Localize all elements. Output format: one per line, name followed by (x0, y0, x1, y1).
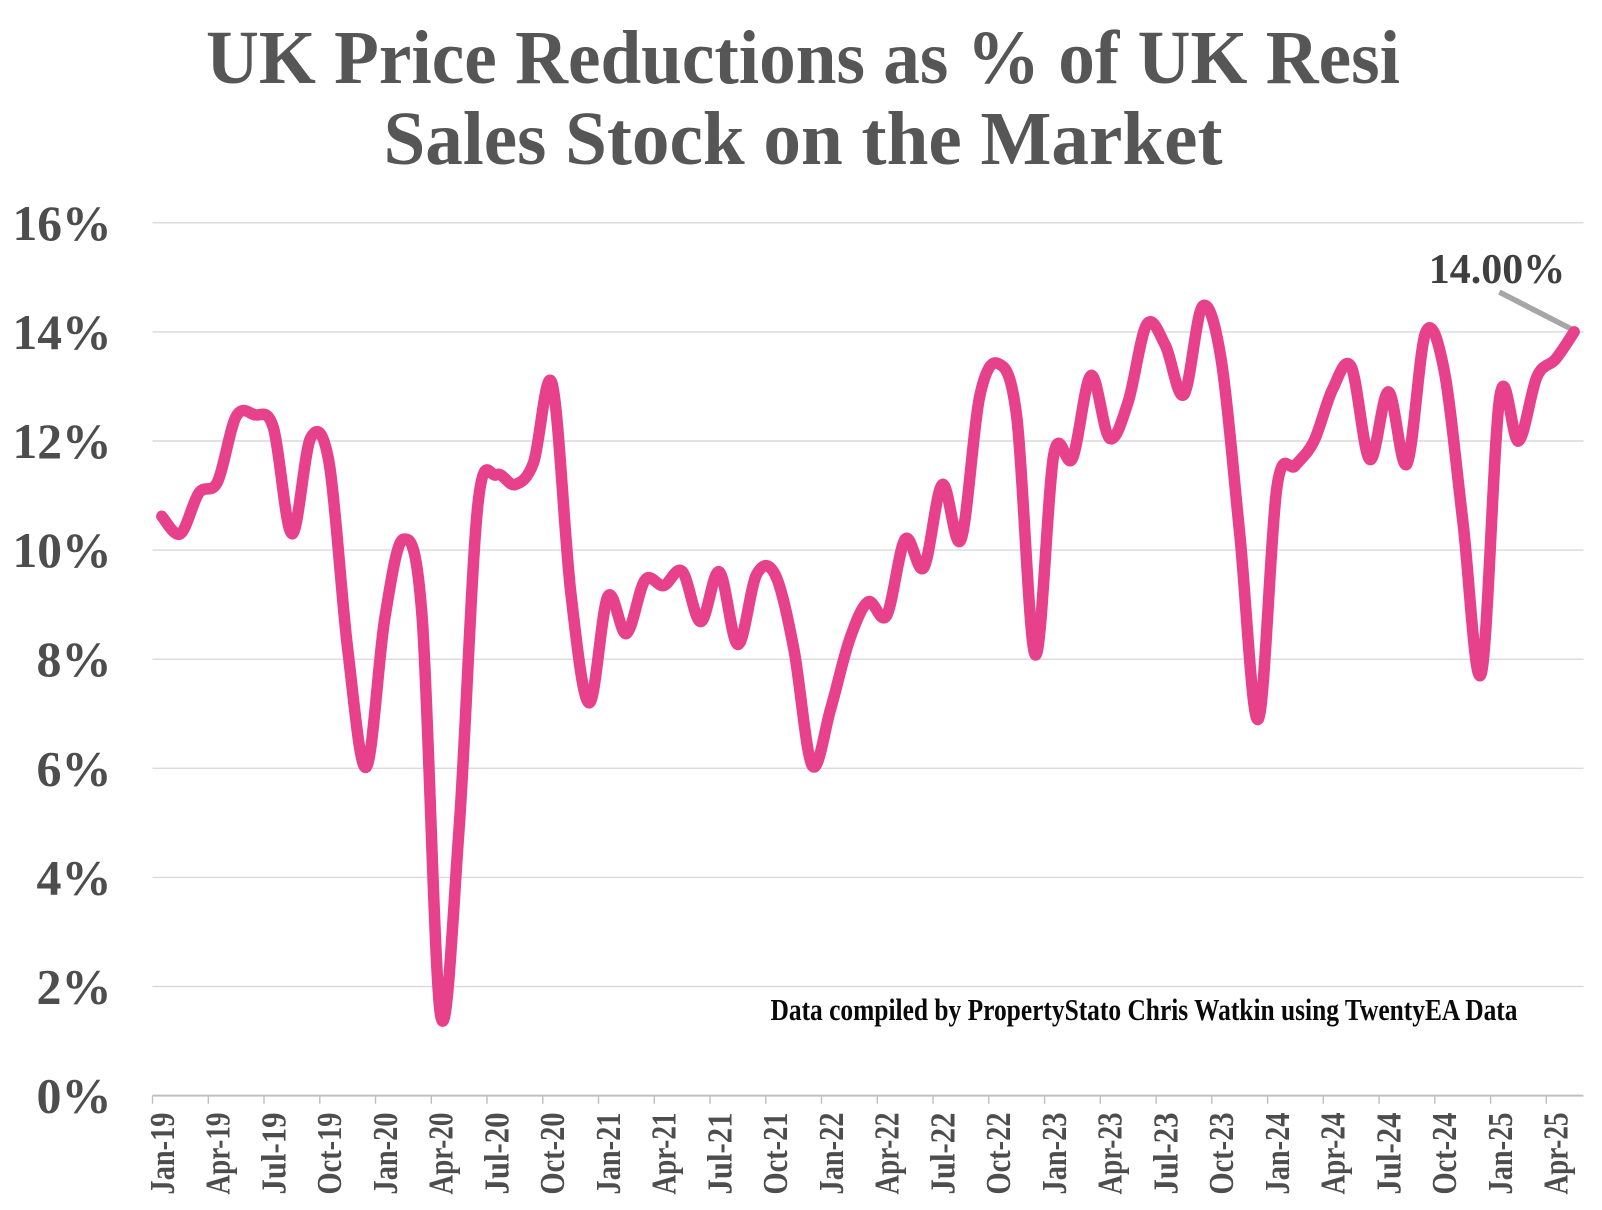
svg-text:Jul-21: Jul-21 (700, 1113, 739, 1195)
svg-text:10%: 10% (13, 522, 112, 578)
svg-text:16%: 16% (13, 195, 112, 251)
svg-text:Apr-24: Apr-24 (1314, 1113, 1353, 1195)
svg-text:Jul-22: Jul-22 (923, 1113, 962, 1195)
svg-text:2%: 2% (37, 959, 112, 1015)
svg-text:Data compiled by PropertyStato: Data compiled by PropertyStato Chris Wat… (771, 992, 1518, 1027)
svg-text:14%: 14% (13, 304, 112, 360)
svg-text:Oct-24: Oct-24 (1425, 1113, 1464, 1195)
svg-text:Apr-21: Apr-21 (645, 1113, 684, 1195)
svg-text:Apr-23: Apr-23 (1091, 1113, 1130, 1195)
svg-text:Apr-22: Apr-22 (868, 1113, 907, 1195)
svg-text:0%: 0% (37, 1068, 112, 1124)
svg-text:Jul-24: Jul-24 (1369, 1113, 1408, 1195)
svg-text:Apr-25: Apr-25 (1537, 1113, 1576, 1195)
svg-text:Jan-25: Jan-25 (1481, 1113, 1520, 1195)
svg-text:Jan-22: Jan-22 (812, 1113, 851, 1195)
svg-text:Oct-22: Oct-22 (979, 1113, 1018, 1195)
svg-text:Jul-23: Jul-23 (1146, 1113, 1185, 1195)
svg-text:8%: 8% (37, 631, 112, 687)
svg-text:UK Price Reductions as % of UK: UK Price Reductions as % of UK Resi (206, 16, 1400, 100)
svg-text:14.00%: 14.00% (1429, 247, 1566, 293)
svg-text:12%: 12% (13, 413, 112, 469)
svg-text:Jan-20: Jan-20 (366, 1113, 405, 1195)
svg-text:Jul-20: Jul-20 (477, 1113, 516, 1195)
svg-text:Oct-23: Oct-23 (1202, 1113, 1241, 1195)
svg-text:Apr-19: Apr-19 (199, 1113, 238, 1195)
svg-text:Jul-19: Jul-19 (254, 1113, 293, 1195)
svg-text:Sales Stock on the Market: Sales Stock on the Market (384, 97, 1223, 181)
svg-text:4%: 4% (37, 849, 112, 905)
svg-text:Oct-20: Oct-20 (533, 1113, 572, 1195)
svg-text:Apr-20: Apr-20 (422, 1113, 461, 1195)
svg-text:Jan-21: Jan-21 (589, 1113, 628, 1195)
svg-text:Oct-21: Oct-21 (756, 1113, 795, 1195)
svg-text:Jan-24: Jan-24 (1258, 1113, 1297, 1195)
svg-text:6%: 6% (37, 740, 112, 796)
svg-text:Oct-19: Oct-19 (310, 1113, 349, 1195)
svg-text:Jan-23: Jan-23 (1035, 1113, 1074, 1195)
svg-text:Jan-19: Jan-19 (143, 1113, 182, 1195)
